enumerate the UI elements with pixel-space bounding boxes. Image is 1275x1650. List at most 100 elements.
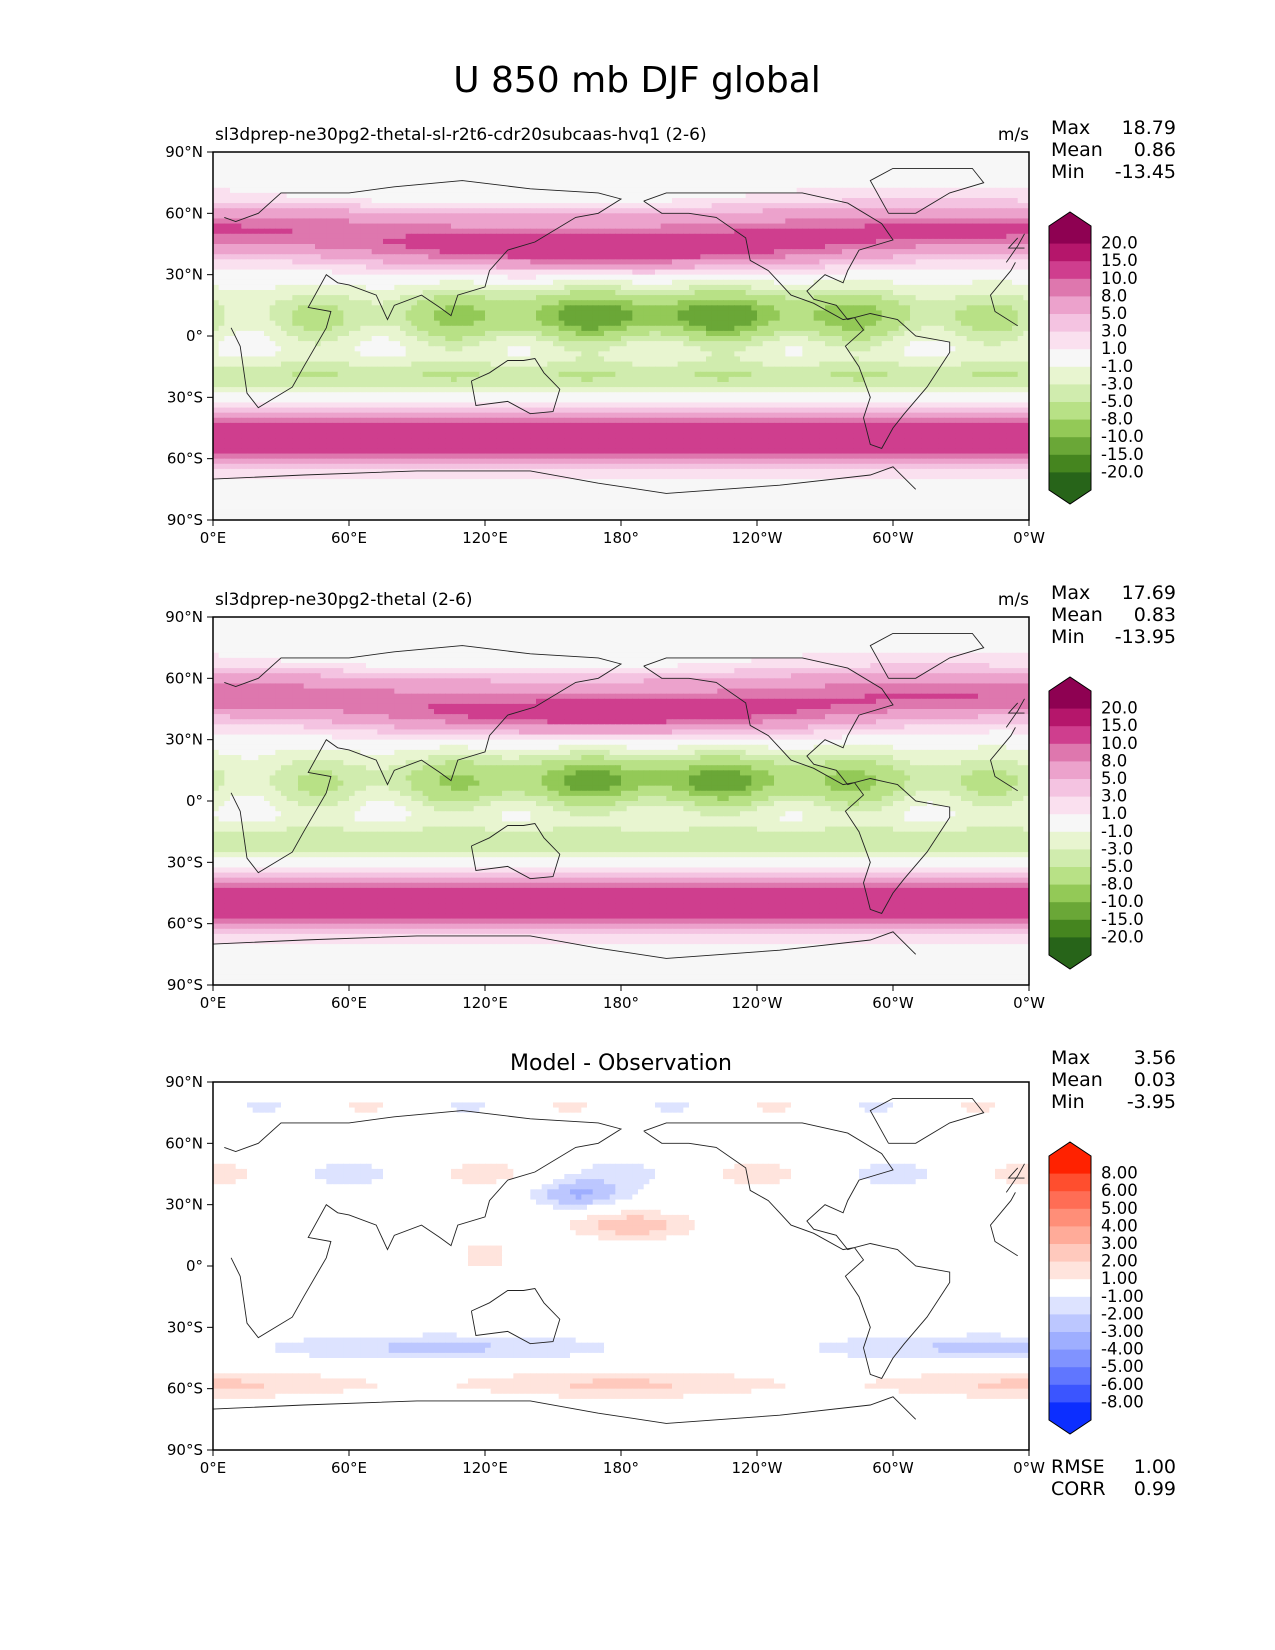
field-cell bbox=[1023, 233, 1029, 240]
field-cell bbox=[666, 233, 673, 240]
field-cell bbox=[507, 172, 514, 179]
field-cell bbox=[745, 233, 752, 240]
field-cell bbox=[927, 264, 934, 271]
field-cell bbox=[762, 269, 769, 276]
field-cell bbox=[966, 187, 973, 194]
field-cell bbox=[536, 305, 543, 312]
field-cell bbox=[779, 187, 786, 194]
field-cell bbox=[564, 310, 571, 317]
field-cell bbox=[269, 315, 276, 322]
field-cell bbox=[830, 249, 837, 255]
field-cell bbox=[213, 310, 220, 317]
field-cell bbox=[983, 320, 990, 327]
field-cell bbox=[230, 295, 237, 301]
field-cell bbox=[677, 187, 684, 194]
field-cell bbox=[422, 259, 429, 266]
field-cell bbox=[626, 228, 633, 235]
field-cell bbox=[711, 284, 718, 291]
field-cell bbox=[473, 228, 480, 235]
field-cell bbox=[575, 167, 582, 174]
field-cell bbox=[485, 295, 492, 301]
field-cell bbox=[394, 228, 401, 235]
field-cell bbox=[944, 192, 951, 199]
field-cell bbox=[808, 208, 815, 214]
field-cell bbox=[887, 177, 894, 184]
field-cell bbox=[898, 162, 905, 168]
field-cell bbox=[451, 167, 458, 174]
field-cell bbox=[247, 310, 254, 317]
field-cell bbox=[286, 208, 293, 214]
field-cell bbox=[955, 157, 962, 163]
field-cell bbox=[655, 305, 662, 312]
field-cell bbox=[983, 223, 990, 230]
field-cell bbox=[762, 187, 769, 194]
field-cell bbox=[706, 187, 713, 194]
field-cell bbox=[757, 213, 764, 220]
field-cell bbox=[462, 305, 469, 312]
field-cell bbox=[870, 279, 877, 286]
field-cell bbox=[683, 208, 690, 214]
field-cell bbox=[694, 172, 701, 179]
field-cell bbox=[320, 279, 327, 286]
field-cell bbox=[683, 203, 690, 209]
field-cell bbox=[740, 213, 747, 220]
field-cell bbox=[269, 244, 276, 250]
field-cell bbox=[649, 254, 656, 260]
field-cell bbox=[689, 157, 696, 163]
field-cell bbox=[649, 320, 656, 327]
field-cell bbox=[326, 223, 333, 230]
field-cell bbox=[592, 249, 599, 255]
field-cell bbox=[847, 198, 854, 204]
field-cell bbox=[405, 157, 412, 163]
field-cell bbox=[932, 172, 939, 179]
field-cell bbox=[218, 208, 225, 214]
field-cell bbox=[1006, 177, 1013, 184]
field-cell bbox=[1000, 310, 1007, 317]
field-cell bbox=[587, 284, 594, 291]
field-cell bbox=[485, 279, 492, 286]
field-cell bbox=[422, 167, 429, 174]
field-cell bbox=[978, 208, 985, 214]
field-cell bbox=[972, 218, 979, 225]
field-cell bbox=[1017, 274, 1024, 281]
field-cell bbox=[955, 269, 962, 276]
field-cell bbox=[320, 198, 327, 204]
field-cell bbox=[853, 182, 860, 189]
field-cell bbox=[371, 187, 378, 194]
field-cell bbox=[660, 284, 667, 291]
field-cell bbox=[320, 249, 327, 255]
field-cell bbox=[564, 325, 571, 332]
field-cell bbox=[337, 284, 344, 291]
field-cell bbox=[366, 244, 373, 250]
field-cell bbox=[949, 203, 956, 209]
field-cell bbox=[530, 259, 537, 266]
field-cell bbox=[853, 315, 860, 322]
field-cell bbox=[309, 177, 316, 184]
field-cell bbox=[711, 238, 718, 245]
field-cell bbox=[292, 269, 299, 276]
field-cell bbox=[626, 203, 633, 209]
field-cell bbox=[717, 310, 724, 317]
field-cell bbox=[587, 198, 594, 204]
field-cell bbox=[1012, 305, 1019, 312]
field-cell bbox=[887, 182, 894, 189]
field-cell bbox=[796, 208, 803, 214]
field-cell bbox=[360, 228, 367, 235]
field-cell bbox=[819, 157, 826, 163]
field-cell bbox=[853, 187, 860, 194]
field-cell bbox=[859, 218, 866, 225]
field-cell bbox=[740, 203, 747, 209]
field-cell bbox=[570, 192, 577, 199]
field-cell bbox=[309, 172, 316, 179]
field-cell bbox=[513, 218, 520, 225]
field-cell bbox=[915, 295, 922, 301]
field-cell bbox=[802, 208, 809, 214]
field-cell bbox=[876, 208, 883, 214]
field-cell bbox=[723, 300, 730, 306]
field-cell bbox=[751, 223, 758, 230]
field-cell bbox=[1023, 157, 1029, 163]
field-cell bbox=[966, 213, 973, 220]
field-cell bbox=[298, 172, 305, 179]
field-cell bbox=[638, 259, 645, 266]
field-cell bbox=[779, 162, 786, 168]
